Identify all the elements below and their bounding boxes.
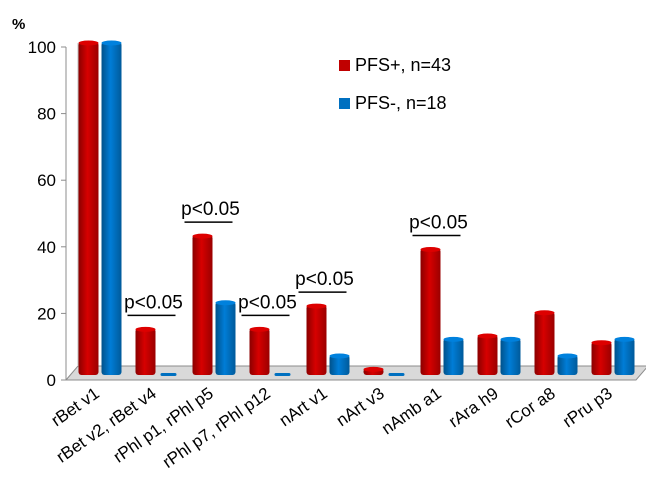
bar-body xyxy=(192,235,213,375)
significance-label: p<0.05 xyxy=(295,269,354,290)
bar-body xyxy=(443,338,464,375)
bar-body xyxy=(534,311,555,375)
bar-body xyxy=(477,335,498,375)
y-axis: 0 20 40 60 80 100 xyxy=(28,38,67,390)
y-tick-label: 60 xyxy=(37,171,56,190)
x-category-label: rPru p3 xyxy=(559,384,616,432)
bar-top xyxy=(101,40,122,46)
bar-pfs-minus xyxy=(101,40,122,375)
bar-body xyxy=(249,328,270,375)
bar-pfs-minus xyxy=(388,373,405,376)
legend-swatch xyxy=(339,60,350,71)
bar-top xyxy=(329,353,350,359)
x-category-label: rAra h9 xyxy=(445,384,502,432)
x-category-label: nAmb a1 xyxy=(378,384,445,439)
bar-pfs-plus xyxy=(135,326,156,375)
bar-top xyxy=(420,246,441,252)
x-category-label: rCor a8 xyxy=(501,384,558,432)
bar-top xyxy=(135,326,156,332)
x-category-label: rBet v2, rBet v4 xyxy=(53,384,160,467)
bar-body xyxy=(274,373,291,376)
bar-top xyxy=(500,336,521,342)
bar-body xyxy=(557,355,578,375)
bars xyxy=(78,40,635,376)
bar-top xyxy=(477,333,498,339)
bar-pfs-plus xyxy=(420,246,441,375)
bar-body xyxy=(388,373,405,376)
bar-top xyxy=(215,300,236,306)
legend: PFS+, n=43 PFS-, n=18 xyxy=(339,55,451,113)
bar-body xyxy=(78,42,99,375)
x-category-label: nArt v1 xyxy=(276,384,331,430)
bar-top xyxy=(78,40,99,46)
bar-pfs-minus xyxy=(557,353,578,375)
significance-annotations: p<0.05p<0.05p<0.05p<0.05p<0.05 xyxy=(124,199,468,317)
y-tick-label: 20 xyxy=(37,304,56,323)
bar-top xyxy=(363,366,384,372)
bar-top xyxy=(614,336,635,342)
bar-body xyxy=(135,328,156,375)
bar-pfs-minus xyxy=(215,300,236,375)
bar-body xyxy=(591,341,612,375)
bar-body xyxy=(329,355,350,375)
bar-body xyxy=(215,301,236,375)
bar-top xyxy=(249,326,270,332)
bar-top xyxy=(557,353,578,359)
bar-top xyxy=(443,336,464,342)
bar-body xyxy=(101,42,122,375)
bar-pfs-minus xyxy=(160,373,177,376)
legend-label: PFS+, n=43 xyxy=(355,55,451,75)
bar-top xyxy=(591,340,612,346)
bar-body xyxy=(160,373,177,376)
bar-pfs-minus xyxy=(443,336,464,375)
bar-pfs-plus xyxy=(477,333,498,375)
y-tick-label: 0 xyxy=(47,371,56,390)
bar-top xyxy=(534,310,555,316)
bar-top xyxy=(306,303,327,309)
y-tick-label: 100 xyxy=(28,38,56,57)
significance-label: p<0.05 xyxy=(238,292,297,313)
bar-pfs-plus xyxy=(249,326,270,375)
significance-label: p<0.05 xyxy=(124,292,183,313)
legend-label: PFS-, n=18 xyxy=(355,93,447,113)
bar-pfs-plus xyxy=(78,40,99,375)
significance-label: p<0.05 xyxy=(181,199,240,220)
bar-body xyxy=(420,248,441,375)
y-axis-unit-label: % xyxy=(12,16,25,33)
bar-pfs-plus xyxy=(591,340,612,375)
bar-pfs-minus xyxy=(274,373,291,376)
y-tick-label: 80 xyxy=(37,105,56,124)
bar-pfs-plus xyxy=(192,233,213,375)
bar-body xyxy=(306,305,327,375)
bar-pfs-minus xyxy=(614,336,635,375)
bar-body xyxy=(614,338,635,375)
bar-pfs-plus xyxy=(363,366,384,375)
legend-swatch xyxy=(339,98,350,109)
significance-label: p<0.05 xyxy=(409,212,468,233)
y-tick-label: 40 xyxy=(37,238,56,257)
bar-pfs-plus xyxy=(306,303,327,375)
bar-pfs-minus xyxy=(329,353,350,375)
bar-top xyxy=(192,233,213,239)
x-category-label: rPhl p7, rPhl p12 xyxy=(159,384,274,472)
bar-pfs-plus xyxy=(534,310,555,375)
bar-body xyxy=(500,338,521,375)
bar-pfs-minus xyxy=(500,336,521,375)
